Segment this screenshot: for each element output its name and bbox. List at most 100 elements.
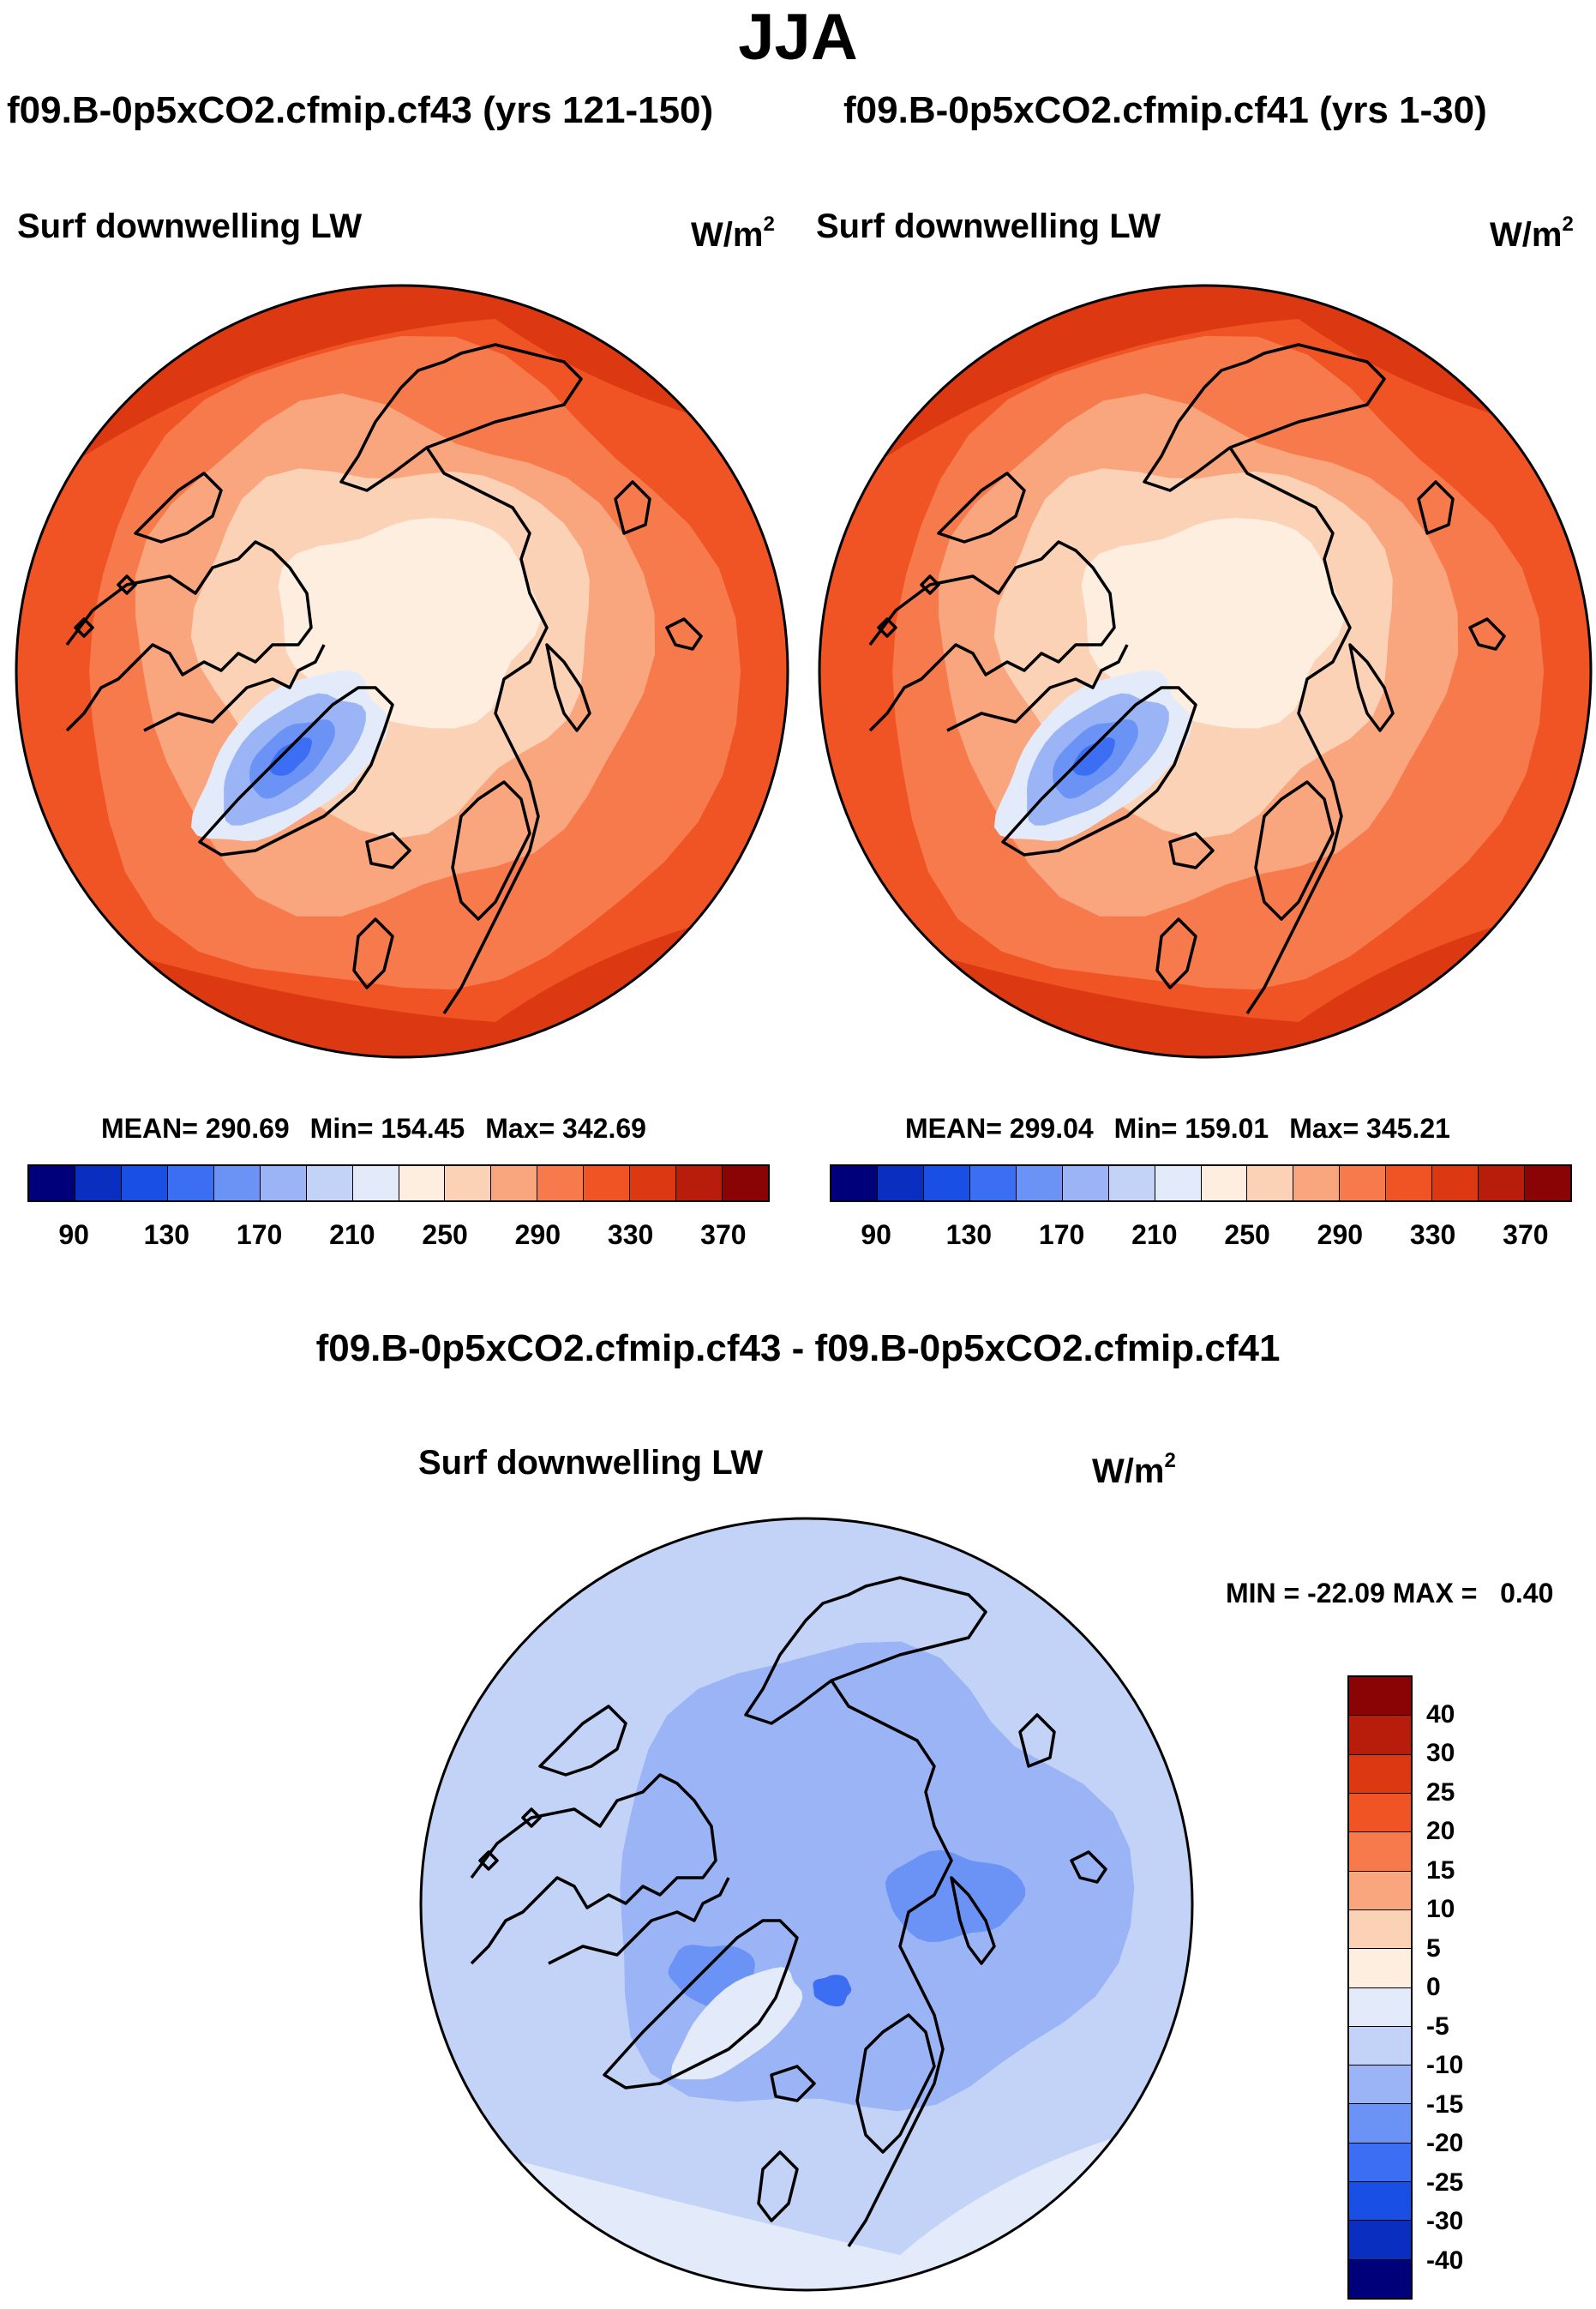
panel1-variable: Surf downwelling LW	[17, 207, 363, 245]
coastline	[134, 472, 223, 544]
colorbar-tick-label: -20	[1426, 2129, 1464, 2157]
coastline	[830, 1680, 953, 2247]
panel1-max: Max= 342.69	[485, 1113, 646, 1144]
colorbar-swatch	[1349, 2065, 1411, 2105]
colorbar-swatch	[1479, 1166, 1526, 1200]
colorbar-swatch	[1349, 2259, 1411, 2298]
map-boundary	[419, 1517, 1194, 2292]
coastline	[74, 617, 94, 638]
panel3-units: W/m2	[1092, 1449, 1176, 1490]
colorbar-tick-label: -5	[1426, 2011, 1449, 2041]
field-layer-greenland-150	[1071, 737, 1115, 776]
panel3-minmax: MIN = -22.09 MAX = 0.40	[1226, 1578, 1554, 1608]
colorbar-tick-label: 210	[1131, 1219, 1178, 1250]
panel3-title: f09.B-0p5xCO2.cfmip.cf43 - f09.B-0p5xCO2…	[315, 1327, 1281, 1369]
colorbar-tick-label: 130	[143, 1219, 190, 1250]
colorbar-swatch	[969, 1166, 1017, 1200]
coastline	[770, 2065, 816, 2102]
colorbar-swatch	[1201, 1166, 1248, 1200]
colorbar-tick-label: 290	[514, 1219, 561, 1250]
field-layer-minus25	[813, 1975, 852, 2006]
coastline	[352, 917, 394, 989]
colorbar-swatch	[676, 1166, 723, 1200]
colorbar-swatch	[1349, 1832, 1411, 1872]
coastline	[521, 1807, 542, 1828]
coastline	[877, 617, 897, 638]
colorbar-tick-label: 370	[700, 1219, 747, 1250]
colorbar-tick-label: 30	[1426, 1739, 1455, 1767]
colorbar-swatch	[213, 1166, 261, 1200]
coastline	[1468, 617, 1506, 651]
coastline	[937, 472, 1026, 544]
coastline	[614, 480, 651, 535]
colorbar-tick-label: 90	[58, 1219, 89, 1250]
colorbar-swatch	[1349, 2221, 1411, 2260]
colorbar-swatch	[1349, 2182, 1411, 2222]
colorbar-swatch	[399, 1166, 446, 1200]
colorbar-swatch	[923, 1166, 970, 1200]
colorbar-swatch	[75, 1166, 122, 1200]
map-field	[819, 286, 1591, 1057]
colorbar-swatch	[1293, 1166, 1341, 1200]
coastline	[478, 1850, 499, 1871]
colorbar-tick-label: 40	[1426, 1699, 1455, 1729]
colorbar-swatch	[1349, 1909, 1411, 1950]
colorbar-swatch	[1349, 1987, 1411, 2027]
colorbar-tick-label: 90	[861, 1219, 891, 1250]
coastlines	[868, 343, 1506, 1014]
coastline	[548, 1877, 730, 1965]
coastline	[868, 540, 1116, 732]
coastline	[757, 2150, 799, 2222]
colorbar-tick-label: 330	[607, 1219, 654, 1250]
map-field	[421, 1518, 1192, 2290]
colorbar-tick-label: 130	[945, 1219, 993, 1250]
coastline	[603, 1919, 799, 2090]
panel1-mean: MEAN= 290.69	[101, 1113, 290, 1144]
coastline	[425, 447, 549, 1014]
coastline	[950, 1876, 996, 1965]
coastline	[1254, 780, 1335, 921]
colorbar-swatch	[630, 1166, 677, 1200]
colorbar-swatch	[877, 1166, 924, 1200]
colorbar-swatch	[1349, 1871, 1411, 1910]
colorbar-swatch	[306, 1166, 353, 1200]
colorbar-swatch	[1247, 1166, 1294, 1200]
map-boundary	[818, 284, 1593, 1059]
panel2-stats: MEAN= 299.04 Min= 159.01 Max= 345.21	[905, 1113, 1450, 1145]
panel3-colorbar-ticks: 40 30 25 20 15 10 5 0 -5 -10 -15 -20 -25 -30 -40	[1426, 1675, 1529, 2300]
panel1-colorbar-ticks: 90 130 170 210 250 290 330 370	[27, 1219, 770, 1254]
colorbar-tick-label: 25	[1426, 1777, 1455, 1807]
coastline	[1018, 1713, 1056, 1768]
colorbar-tick-label: 370	[1503, 1219, 1549, 1250]
coastline	[1228, 447, 1352, 1014]
colorbar-tick-label: 5	[1426, 1933, 1441, 1963]
panel1-map	[15, 284, 789, 1059]
panel2-map	[818, 284, 1593, 1059]
coastlines	[65, 343, 703, 1014]
colorbar-tick-label: -30	[1426, 2207, 1464, 2235]
colorbar-swatch	[1386, 1166, 1433, 1200]
colorbar-swatch	[1349, 1754, 1411, 1794]
panel2-colorbar-ticks: 90 130 170 210 250 290 330 370	[830, 1219, 1572, 1254]
colorbar-swatch	[167, 1166, 214, 1200]
field-layer-greenland-150	[268, 737, 312, 776]
colorbar-tick-label: 0	[1426, 1973, 1441, 2001]
coastline	[920, 574, 940, 595]
coastline	[1417, 480, 1455, 535]
panel2-min: Min= 159.01	[1113, 1113, 1269, 1144]
panel2-units: W/m2	[1490, 213, 1574, 254]
colorbar-swatch	[723, 1166, 768, 1200]
coastline	[855, 2013, 936, 2154]
coastline	[470, 1773, 717, 1965]
colorbar-tick-label: 290	[1317, 1219, 1364, 1250]
colorbar-swatch	[1340, 1166, 1387, 1200]
colorbar-swatch	[352, 1166, 399, 1200]
coastline	[117, 574, 137, 595]
colorbar-tick-label: 10	[1426, 1895, 1455, 1923]
colorbar-swatch	[1016, 1166, 1063, 1200]
panel2-title: f09.B-0p5xCO2.cfmip.cf41 (yrs 1-30)	[843, 89, 1487, 131]
panel3-colorbar	[1347, 1675, 1413, 2300]
colorbar-tick-label: 20	[1426, 1817, 1455, 1845]
colorbar-swatch	[260, 1166, 307, 1200]
field-layer-greenland-minus5	[670, 1967, 803, 2080]
